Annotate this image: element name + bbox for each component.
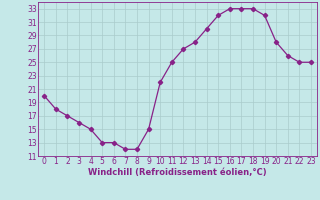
X-axis label: Windchill (Refroidissement éolien,°C): Windchill (Refroidissement éolien,°C) <box>88 168 267 177</box>
